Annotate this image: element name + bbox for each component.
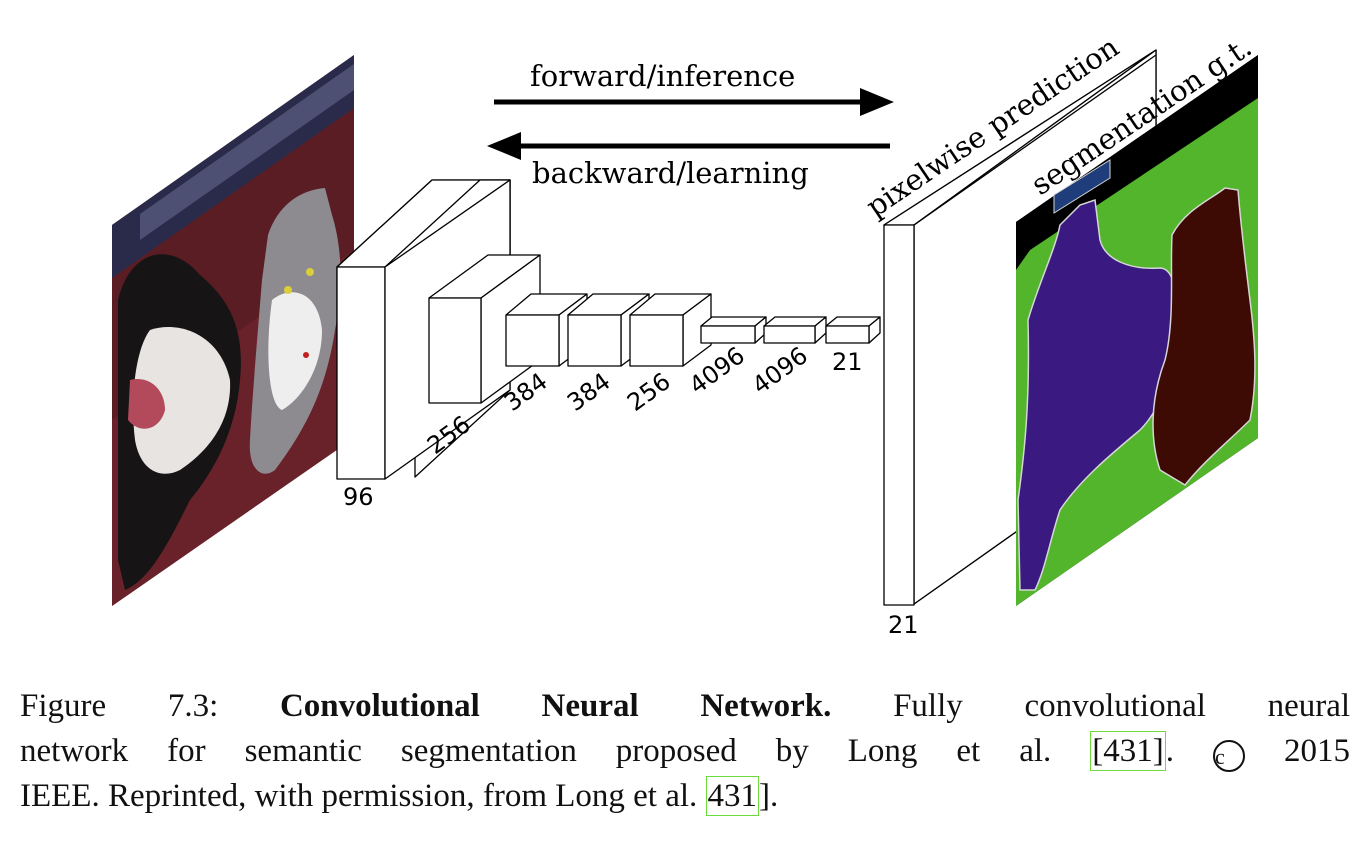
layer-label-21: 21	[832, 348, 863, 376]
layer-label-256-b: 256	[622, 367, 676, 417]
layer-box-256-b	[629, 293, 712, 367]
caption-year: 2015	[1284, 733, 1351, 769]
caption-text-3: .	[1165, 733, 1175, 769]
caption-text-2: network for semantic segmentation propos…	[20, 733, 1052, 769]
forward-arrow	[494, 88, 894, 116]
caption-line-3: IEEE. Reprinted, with permission, from L…	[20, 774, 1350, 819]
layer-box-4096-a	[700, 316, 767, 344]
backward-learning-label: backward/learning	[532, 156, 809, 190]
caption-text-1: Fully convolutional neural	[893, 688, 1351, 724]
layer-label-384-b: 384	[562, 367, 616, 417]
figure-caption: Figure 7.3: Convolutional Neural Network…	[20, 684, 1350, 819]
forward-inference-label: forward/inference	[530, 59, 795, 93]
fcn-architecture-diagram: 96 256 384 384 256 4096 4096 21 forward/…	[112, 29, 1258, 639]
layer-label-96: 96	[343, 483, 374, 511]
copyright-icon: c	[1213, 740, 1246, 772]
caption-line-2: network for semantic segmentation propos…	[20, 729, 1350, 774]
output-label-21: 21	[888, 611, 919, 639]
citation-link-431[interactable]: [431]	[1090, 731, 1166, 771]
figure-number: Figure 7.3:	[20, 688, 219, 724]
layer-label-4096-b: 4096	[747, 341, 813, 400]
caption-title: Convolutional Neural Network.	[279, 688, 832, 724]
segmentation-ground-truth	[1016, 55, 1258, 606]
caption-text-5: ].	[759, 778, 779, 814]
caption-line-1: Figure 7.3: Convolutional Neural Network…	[20, 684, 1350, 729]
caption-text-4: IEEE. Reprinted, with permission, from L…	[20, 778, 698, 814]
input-photo	[112, 55, 354, 606]
layer-box-4096-b	[763, 316, 827, 344]
backward-arrow	[487, 132, 890, 160]
citation-link-431-b[interactable]: 431	[705, 776, 760, 816]
layer-box-21	[825, 316, 881, 344]
